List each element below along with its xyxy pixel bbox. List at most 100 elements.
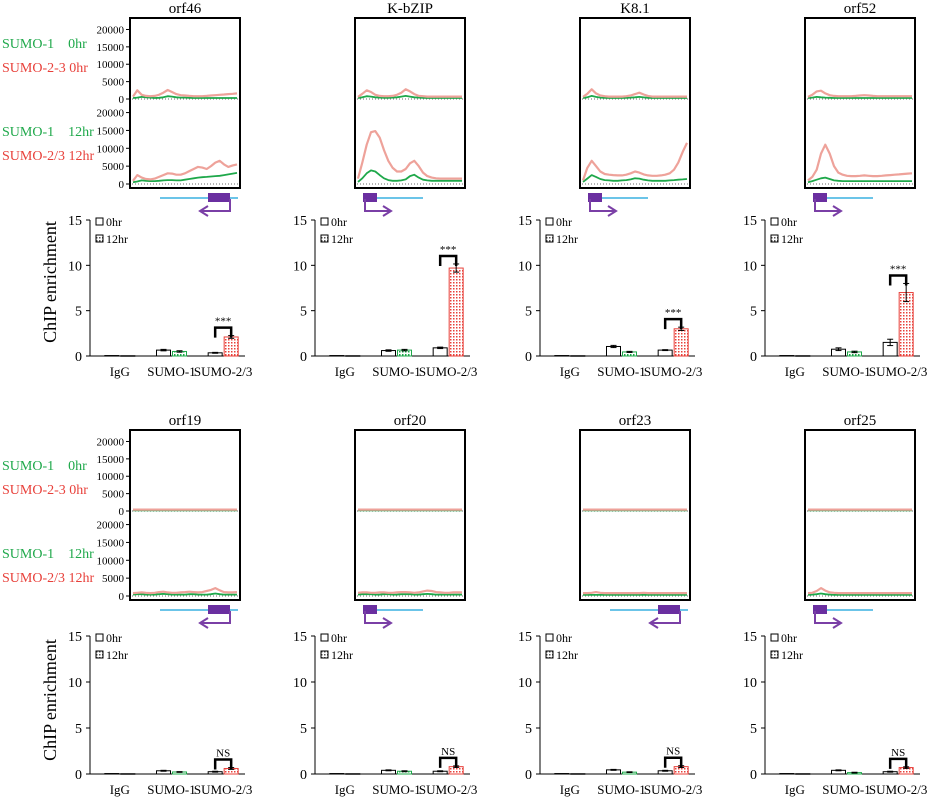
bar-12hr-igg <box>345 773 361 775</box>
track-line-sumo23-12hr <box>132 586 238 595</box>
track-ytick-label: 10000 <box>97 555 125 567</box>
bar-12hr-igg <box>120 355 136 357</box>
track-line-sumo1-0hr <box>807 96 912 99</box>
legend-label-12hr: 12hr <box>106 648 128 662</box>
panel-title: orf20 <box>394 413 427 429</box>
gene-box <box>363 193 377 202</box>
gene-box <box>658 605 680 614</box>
legend-swatch-12hr <box>770 650 779 659</box>
bar-0hr-igg <box>329 773 345 775</box>
bar-ytick-label: 10 <box>743 676 757 691</box>
legend-label-0hr: 0hr <box>781 215 797 229</box>
track-frame <box>129 429 241 601</box>
bar-category-label: IgG <box>785 364 805 379</box>
bar-category-label: SUMO-2/3 <box>869 782 928 797</box>
bar-ytick-label: 15 <box>68 630 82 645</box>
gene-arrowhead-icon <box>382 205 393 217</box>
track-line-sumo23-12hr <box>807 143 913 182</box>
label-sumo23-12hr: SUMO-2/3 12hr <box>2 149 95 164</box>
track-frame <box>804 17 916 189</box>
significance-label: *** <box>215 316 232 328</box>
bar-ytick-label: 10 <box>518 259 532 274</box>
gene-arrowhead-icon <box>198 617 209 629</box>
track-line-sumo23-12hr <box>357 589 462 594</box>
track-ytick-label: 15000 <box>97 537 125 549</box>
track-ytick-label: 20000 <box>97 108 125 120</box>
gene-arrowhead-icon <box>648 617 659 629</box>
track-ytick-label: 5000 <box>102 489 125 501</box>
track-ytick-label: 15000 <box>97 42 125 54</box>
gene-arrowhead-icon <box>198 205 209 217</box>
track-ytick-label: 0 <box>119 506 125 518</box>
bar-ytick-label: 5 <box>750 722 757 737</box>
track-line-sumo1-12hr <box>132 172 238 184</box>
bar-ytick-label: 15 <box>68 214 82 229</box>
panel-title: orf46 <box>169 1 202 17</box>
panel-title: K-bZIP <box>387 1 433 17</box>
significance-label: NS <box>441 746 455 758</box>
legend-swatch-0hr <box>95 633 104 642</box>
track-ytick-label: 0 <box>119 179 125 191</box>
significance-bracket <box>213 326 233 338</box>
track-line-sumo1-12hr <box>357 169 462 183</box>
legend-swatch-0hr <box>320 633 329 642</box>
bar-0hr-igg <box>329 355 345 357</box>
gene-arrowhead-icon <box>832 205 843 217</box>
significance-bracket <box>438 254 458 266</box>
bar-12hr-sumo-2-3 <box>448 267 464 357</box>
gene-box <box>363 605 377 614</box>
panel-title: orf52 <box>844 1 877 17</box>
significance-label: NS <box>666 746 680 758</box>
panel-orf46: orf4620000150001000050000200001500010000… <box>68 1 252 379</box>
track-ytick-label: 20000 <box>97 436 125 448</box>
track-line-sumo23-12hr <box>583 590 687 595</box>
gene-arrowhead-icon <box>382 617 393 629</box>
significance-label: NS <box>891 747 905 759</box>
bar-ytick-label: 10 <box>68 259 82 274</box>
gene-arrowhead-icon <box>832 617 843 629</box>
significance-bracket <box>438 756 458 768</box>
legend-label-12hr: 12hr <box>106 232 128 246</box>
significance-label: *** <box>440 244 457 256</box>
track-line-sumo1-12hr <box>807 176 912 184</box>
legend-swatch-0hr <box>545 217 554 226</box>
legend-swatch-0hr <box>770 633 779 642</box>
legend-swatch-12hr <box>320 650 329 659</box>
track-line-sumo1-0hr <box>132 95 237 99</box>
legend-label-0hr: 0hr <box>556 215 572 229</box>
bar-12hr-igg <box>795 773 811 775</box>
bar-ytick-label: 10 <box>68 676 82 691</box>
label-sumo23-0hr: SUMO-2-3 0hr <box>2 61 88 76</box>
legend-label-0hr: 0hr <box>556 631 572 645</box>
legend-label-0hr: 0hr <box>781 631 797 645</box>
track-ytick-label: 0 <box>119 94 125 106</box>
track-line-sumo23-0hr <box>582 88 687 98</box>
significance-bracket <box>888 757 908 769</box>
bar-category-label: SUMO-1 <box>822 782 870 797</box>
bar-ytick-label: 0 <box>525 350 532 365</box>
label-sumo1-12hr: SUMO-1 12hr <box>2 125 94 140</box>
bar-0hr-igg <box>554 773 570 775</box>
bar-ytick-label: 0 <box>75 350 82 365</box>
gene-arrow-icon <box>202 199 231 212</box>
panel-title: orf19 <box>169 413 202 429</box>
bar-category-label: IgG <box>560 782 580 797</box>
track-ytick-label: 5000 <box>102 573 125 585</box>
legend-swatch-0hr <box>320 217 329 226</box>
bar-category-label: IgG <box>335 782 355 797</box>
gene-arrow-icon <box>652 611 681 624</box>
significance-bracket <box>213 758 233 770</box>
bar-ytick-label: 10 <box>743 259 757 274</box>
legend-swatch-0hr <box>545 633 554 642</box>
bar-12hr-igg <box>795 355 811 357</box>
gene-arrow-icon <box>364 611 389 624</box>
legend-label-0hr: 0hr <box>106 215 122 229</box>
legend-label-12hr: 12hr <box>331 648 353 662</box>
bar-ytick-label: 15 <box>518 630 532 645</box>
bar-ytick-label: 0 <box>750 768 757 783</box>
bar-category-label: SUMO-1 <box>597 364 645 379</box>
